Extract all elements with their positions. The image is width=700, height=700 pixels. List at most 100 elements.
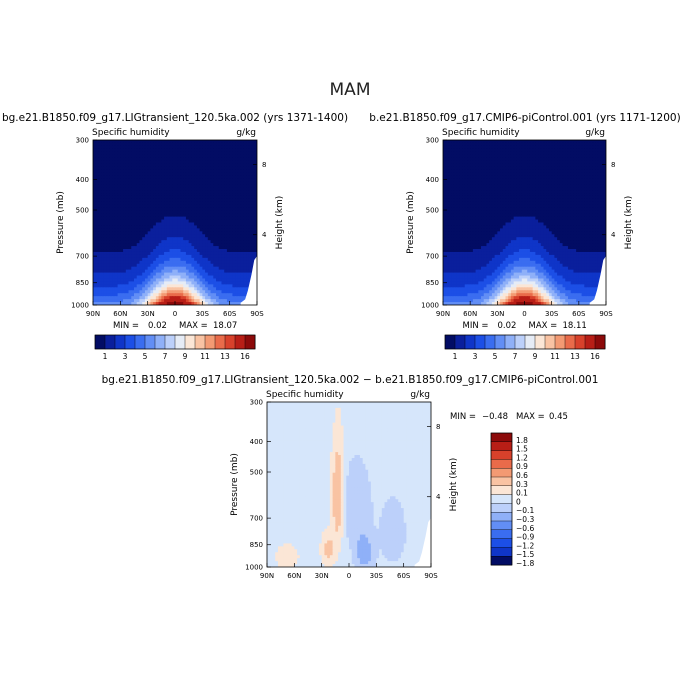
contour-cell [106, 240, 110, 244]
contour-cell [475, 213, 479, 218]
contour-cell [142, 151, 146, 156]
contour-cell [232, 145, 236, 150]
contour-cell [142, 175, 146, 179]
contour-cell [540, 193, 545, 197]
contour-cell [142, 237, 146, 241]
contour-cell [95, 296, 100, 300]
contour-cell [237, 140, 242, 144]
contour-cell [467, 190, 471, 194]
contour-cell [205, 299, 209, 303]
contour-cell [109, 240, 113, 244]
contour-cell [210, 257, 214, 262]
contour-cell [538, 166, 542, 171]
contour-cell [202, 234, 206, 238]
contour-cell [205, 210, 209, 215]
contour-cell [216, 296, 220, 300]
contour-cell [125, 190, 130, 194]
contour-cell [207, 296, 212, 300]
contour-cell [153, 281, 157, 285]
contour-cell [175, 234, 179, 238]
contour-cell [188, 272, 192, 277]
contour-cell [112, 172, 116, 176]
contour-cell [177, 175, 182, 179]
contour-cell [240, 163, 244, 168]
contour-cell [155, 296, 160, 300]
contour-cell [150, 219, 154, 224]
contour-cell [196, 275, 201, 280]
contour-cell [191, 222, 195, 227]
contour-cell [235, 216, 239, 221]
contour-cell [491, 157, 496, 162]
contour-cell [529, 207, 534, 212]
contour-cell [128, 287, 132, 291]
contour-cell [180, 142, 184, 147]
contour-cell [114, 272, 119, 277]
contour-cell [224, 243, 228, 247]
contour-cell [500, 198, 504, 203]
contour-cell [123, 234, 127, 238]
contour-cell [98, 163, 102, 168]
contour-cell [93, 154, 97, 159]
contour-cell [202, 293, 206, 297]
contour-cell [248, 198, 253, 203]
contour-cell [524, 193, 528, 197]
contour-cell [155, 299, 160, 303]
contour-cell [478, 172, 482, 176]
contour-cell [500, 151, 504, 156]
contour-cell [117, 187, 121, 191]
contour-cell [567, 195, 572, 200]
contour-cell [224, 207, 228, 212]
contour-cell [147, 302, 151, 305]
contour-cell [147, 251, 151, 256]
contour-cell [142, 240, 146, 244]
contour-cell [246, 157, 250, 162]
contour-cell [548, 151, 553, 156]
contour-cell [191, 175, 195, 179]
contour-cell [166, 266, 171, 271]
contour-cell [248, 160, 253, 165]
contour-cell [125, 181, 130, 185]
contour-cell [216, 228, 220, 232]
contour-cell [175, 284, 179, 288]
contour-cell [481, 151, 485, 156]
contour-cell [586, 187, 591, 191]
contour-cell [243, 249, 247, 253]
contour-cell [218, 175, 223, 179]
contour-cell [202, 237, 206, 241]
contour-cell [248, 243, 253, 247]
contour-cell [237, 231, 242, 235]
contour-cell [554, 195, 558, 200]
contour-cell [202, 260, 206, 265]
contour-cell [235, 278, 239, 283]
contour-cell [109, 213, 113, 218]
contour-cell [218, 207, 223, 212]
contour-cell [164, 154, 168, 159]
contour-cell [451, 190, 455, 194]
contour-cell [246, 193, 250, 197]
contour-cell [120, 193, 124, 197]
contour-cell [524, 181, 528, 185]
contour-cell [112, 201, 116, 206]
contour-cell [505, 207, 509, 212]
contour-cell [139, 213, 143, 218]
contour-cell [93, 249, 97, 253]
contour-cell [221, 201, 225, 206]
contour-cell [243, 151, 247, 156]
contour-cell [161, 201, 165, 206]
contour-cell [448, 204, 452, 209]
contour-cell [491, 187, 496, 191]
contour-cell [470, 195, 474, 200]
contour-cell [510, 157, 515, 162]
contour-cell [224, 178, 228, 182]
contour-cell [95, 228, 100, 232]
contour-cell [158, 225, 162, 229]
contour-cell [210, 166, 214, 171]
contour-cell [153, 195, 157, 200]
contour-cell [240, 213, 244, 218]
contour-cell [548, 184, 553, 188]
contour-cell [546, 181, 550, 185]
contour-cell [123, 290, 127, 294]
contour-cell [592, 201, 596, 206]
contour-cell [603, 175, 606, 179]
contour-cell [194, 281, 198, 285]
